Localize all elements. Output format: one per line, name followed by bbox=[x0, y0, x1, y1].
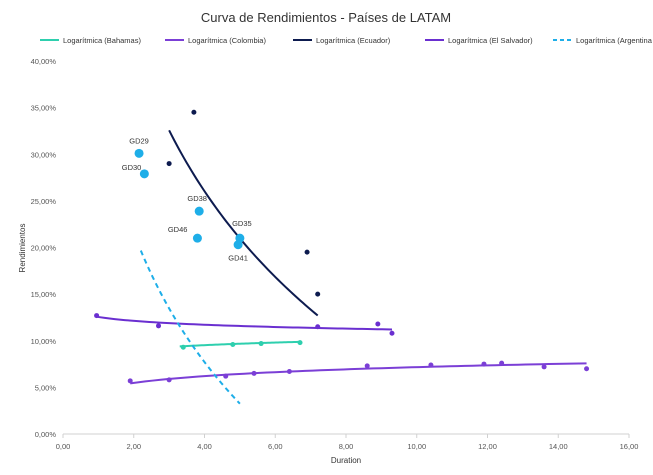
data-point bbox=[297, 340, 303, 346]
y-tick-label: 35,00% bbox=[31, 104, 57, 113]
x-tick-label: 12,00 bbox=[478, 442, 497, 451]
trendline bbox=[168, 129, 319, 317]
y-axis-label: Rendimientos bbox=[18, 224, 27, 273]
data-point bbox=[541, 364, 547, 370]
trendline bbox=[130, 362, 587, 385]
data-point bbox=[192, 233, 202, 243]
y-tick-label: 25,00% bbox=[31, 197, 57, 206]
y-tick-label: 30,00% bbox=[31, 150, 57, 159]
data-point bbox=[364, 363, 370, 369]
data-point bbox=[481, 361, 487, 367]
data-point bbox=[428, 362, 434, 368]
data-points bbox=[94, 109, 590, 384]
data-point bbox=[139, 169, 149, 179]
point-label: GD46 bbox=[168, 225, 188, 234]
data-point bbox=[194, 206, 204, 216]
data-point bbox=[315, 324, 321, 330]
y-tick-label: 10,00% bbox=[31, 337, 57, 346]
data-point bbox=[223, 373, 229, 379]
y-tick-label: 15,00% bbox=[31, 290, 57, 299]
y-tick-label: 0,00% bbox=[35, 430, 57, 439]
y-tick-label: 5,00% bbox=[35, 383, 57, 392]
point-label: GD38 bbox=[187, 194, 207, 203]
y-tick-label: 40,00% bbox=[31, 57, 57, 66]
x-tick-label: 10,00 bbox=[407, 442, 426, 451]
legend-label: Logarítmica (Colombia) bbox=[188, 36, 266, 45]
data-point bbox=[191, 109, 197, 115]
data-point bbox=[134, 148, 144, 158]
data-point bbox=[389, 330, 395, 336]
data-point bbox=[499, 360, 505, 366]
x-tick-label: 4,00 bbox=[197, 442, 212, 451]
data-point bbox=[94, 313, 100, 319]
point-label: GD35 bbox=[232, 219, 252, 228]
data-point bbox=[166, 161, 172, 167]
x-tick-label: 0,00 bbox=[56, 442, 71, 451]
data-point bbox=[156, 323, 162, 329]
x-axis-label: Duration bbox=[331, 456, 361, 465]
data-point bbox=[180, 344, 186, 350]
point-label: GD41 bbox=[228, 254, 248, 263]
data-point bbox=[233, 240, 243, 250]
y-tick-label: 20,00% bbox=[31, 244, 57, 253]
data-point bbox=[375, 321, 381, 327]
data-point bbox=[258, 341, 264, 347]
data-point bbox=[304, 249, 310, 255]
trendlines bbox=[94, 129, 587, 405]
point-label: GD30 bbox=[122, 163, 142, 172]
legend: Logarítmica (Bahamas) Logarítmica (Colomb… bbox=[40, 36, 653, 45]
data-point bbox=[315, 291, 321, 297]
data-point bbox=[166, 377, 172, 383]
point-labels: GD29 GD30 GD38 GD46 GD35 GD41 bbox=[122, 136, 252, 262]
x-tick-label: 6,00 bbox=[268, 442, 283, 451]
chart-title: Curva de Rendimientos - Países de LATAM bbox=[201, 10, 451, 25]
data-point bbox=[584, 366, 590, 372]
trendline bbox=[179, 340, 301, 348]
data-point bbox=[286, 369, 292, 375]
axes: 0,00 2,00 4,00 6,00 8,00 10,00 12,00 14,00 16,00… bbox=[31, 57, 639, 451]
x-tick-label: 14,00 bbox=[549, 442, 568, 451]
x-tick-label: 8,00 bbox=[339, 442, 354, 451]
x-tick-label: 16,00 bbox=[620, 442, 639, 451]
data-point bbox=[251, 370, 257, 376]
trendline bbox=[139, 250, 241, 405]
legend-label: Logarítmica (Bahamas) bbox=[63, 36, 141, 45]
legend-label: Logarítmica (Ecuador) bbox=[316, 36, 391, 45]
data-point bbox=[127, 378, 133, 384]
legend-label: Logarítmica (El Salvador) bbox=[448, 36, 533, 45]
trendline bbox=[94, 315, 393, 331]
legend-label: Logarítmica (Argentina ) bbox=[576, 36, 653, 45]
data-point bbox=[230, 341, 236, 347]
x-tick-label: 2,00 bbox=[126, 442, 141, 451]
point-label: GD29 bbox=[129, 136, 149, 145]
